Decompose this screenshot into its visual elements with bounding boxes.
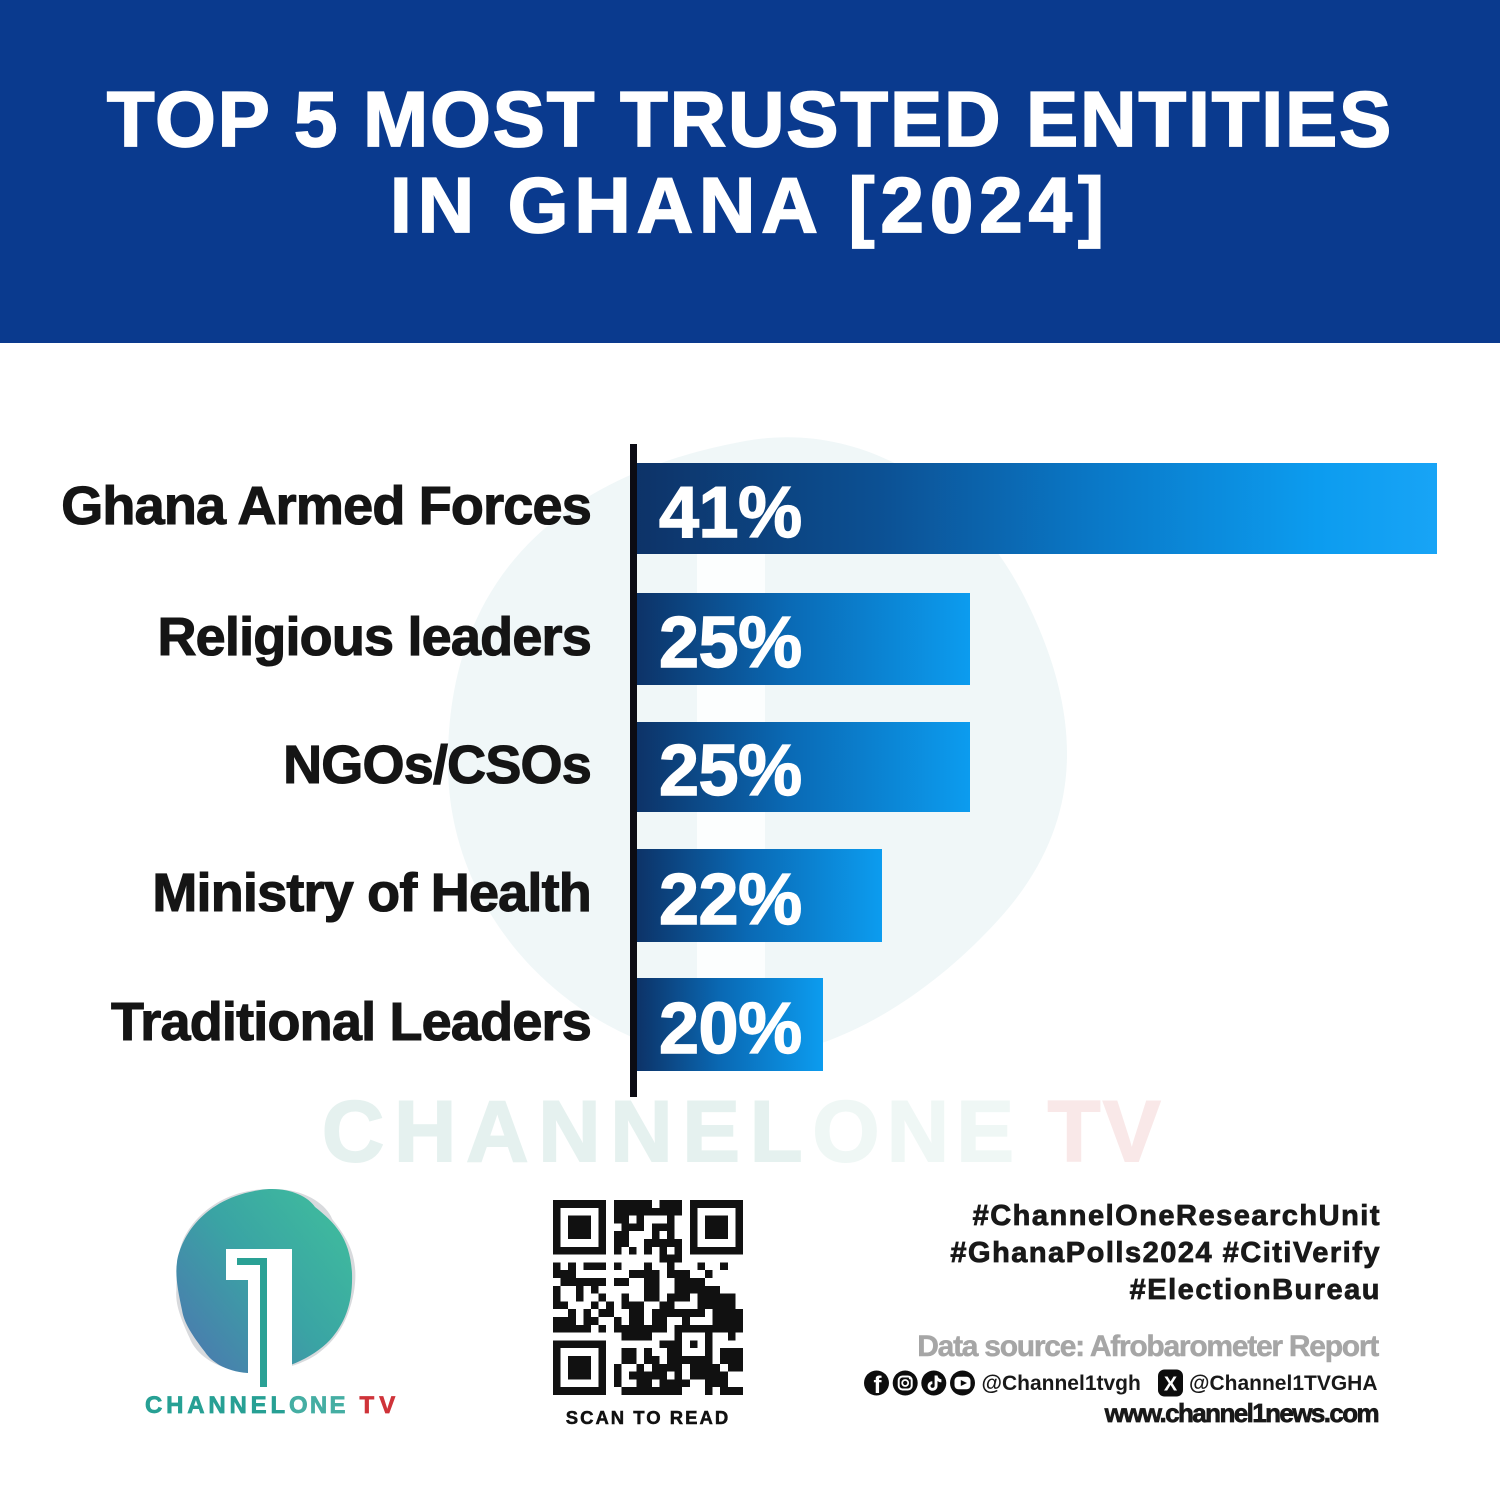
svg-text:@Channel1TVGHA: @Channel1TVGHA: [1189, 1372, 1378, 1395]
svg-text:f: f: [874, 1372, 883, 1399]
svg-text:@Channel1tvgh: @Channel1tvgh: [982, 1372, 1141, 1395]
svg-text:X: X: [1164, 1374, 1178, 1396]
